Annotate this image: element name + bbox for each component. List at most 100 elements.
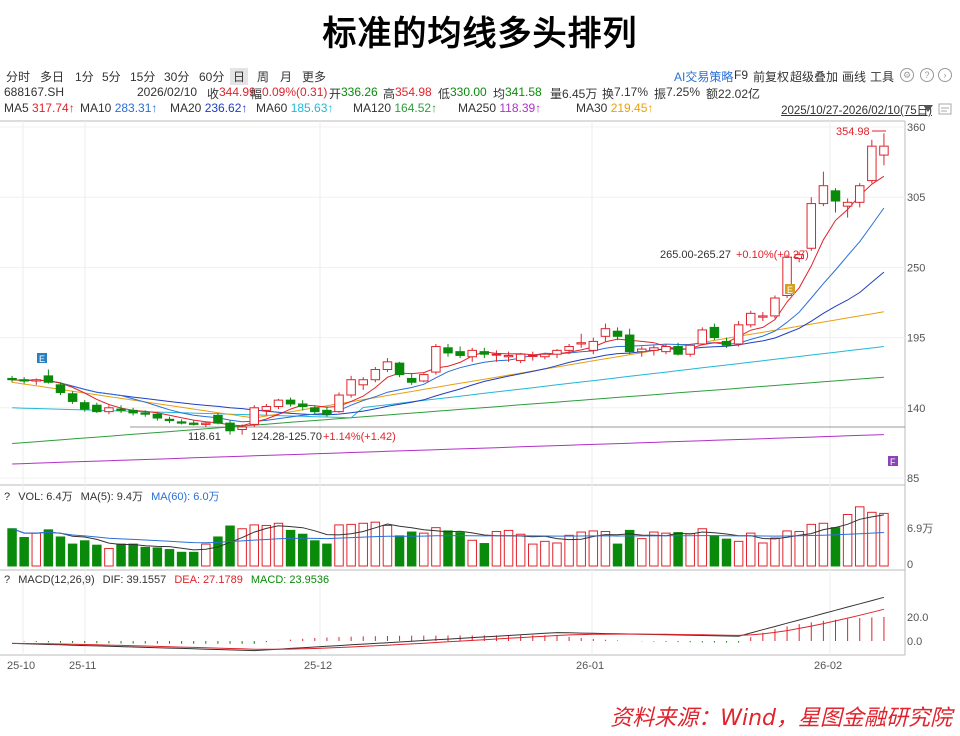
range-annotation-1-pct: +1.14%(+1.42) <box>323 431 396 443</box>
period-tab-1[interactable]: 多日 <box>40 70 65 84</box>
volume-bar <box>261 524 272 567</box>
volume-bar <box>455 532 465 567</box>
low-label: 低 <box>438 87 451 101</box>
period-tab-6[interactable]: 60分 <box>199 70 225 84</box>
candle-body <box>854 185 865 203</box>
event-marker-e-text: E <box>39 354 45 364</box>
candle-body <box>213 414 223 424</box>
volume-bar <box>310 540 320 567</box>
price-tick-label: 195 <box>907 333 925 345</box>
chevron-right-icon[interactable]: › <box>938 68 952 82</box>
vol-label: 量 <box>550 87 563 101</box>
candle-body <box>128 409 138 414</box>
toolbar-item-5[interactable]: 工具 <box>870 70 895 84</box>
volume-bar <box>794 530 804 567</box>
candle-body <box>346 379 356 396</box>
gear-icon[interactable]: ⚙ <box>900 68 914 82</box>
period-tab-8[interactable]: 周 <box>257 70 270 84</box>
price-tick-label: 360 <box>907 122 925 134</box>
toolbar-item-3[interactable]: 超级叠加 <box>790 70 839 84</box>
ma-legend-value: 185.63↑ <box>290 101 334 115</box>
price-tick-label: 140 <box>907 403 925 415</box>
candle-body <box>479 351 490 355</box>
volume-bar <box>92 544 102 567</box>
volume-bar <box>721 538 732 567</box>
help-icon[interactable]: ? <box>4 491 11 503</box>
toolbar-item-1[interactable]: F9 <box>734 68 749 82</box>
period-tab-9[interactable]: 月 <box>280 70 293 84</box>
volume-bar <box>19 537 29 567</box>
volume-bar <box>624 529 635 567</box>
ma-legend-label: MA10 <box>80 101 115 115</box>
candle-body <box>624 334 635 353</box>
period-tab-4[interactable]: 15分 <box>130 70 156 84</box>
period-tab-7[interactable]: 日 <box>230 68 249 85</box>
macd-value: MACD: 23.9536 <box>250 574 330 586</box>
candle-body <box>721 340 732 346</box>
high-value: 354.98 <box>395 85 432 99</box>
toolbar-item-4[interactable]: 画线 <box>842 70 867 84</box>
candle-body <box>770 297 780 317</box>
settings-small-icon[interactable] <box>938 103 952 115</box>
volume-bar <box>685 533 695 567</box>
volume-bar <box>673 532 683 567</box>
vol-tick-label: 6.9万 <box>907 523 933 535</box>
toolbar: 分时 多日 1分 5分 15分 30分 60分日周月更多 AI交易策略 F9 前复权 超级叠加 画线工… <box>0 66 960 86</box>
volume-bar <box>733 540 744 567</box>
candle-body <box>370 369 381 381</box>
candle-body <box>31 379 42 382</box>
candle-body <box>649 347 659 351</box>
volume-bar <box>237 528 247 567</box>
volume-bar <box>297 533 308 567</box>
volume-bar <box>67 543 78 567</box>
change-value: 0.09%(0.31) <box>262 85 328 99</box>
high-price-label: 354.98 <box>836 126 870 138</box>
avg-value: 341.58 <box>505 85 542 99</box>
volume-bar <box>273 522 284 567</box>
volume-bar <box>697 528 708 567</box>
volume-bar <box>116 543 126 567</box>
help-icon[interactable]: ? <box>920 68 934 82</box>
candle-body <box>455 351 465 356</box>
date-tick-label: 25-10 <box>7 660 35 672</box>
volume-bar <box>140 546 150 567</box>
macd-params: MACD(12,26,9) <box>18 574 95 586</box>
volume-bar <box>213 536 223 567</box>
period-tab-0[interactable]: 分时 <box>6 70 31 84</box>
period-tab-10[interactable]: 更多 <box>302 70 327 84</box>
volume-bar <box>43 529 54 567</box>
volume-bar <box>528 543 538 567</box>
vol-tick-label: 0 <box>907 559 913 571</box>
candle-body <box>104 407 114 413</box>
open-value: 336.26 <box>341 85 378 99</box>
candle-body <box>201 422 211 425</box>
candle-body <box>116 408 126 411</box>
volume-bar <box>285 529 296 567</box>
ma60-line <box>12 346 884 419</box>
period-tab-5[interactable]: 30分 <box>164 70 190 84</box>
range-annotation-1: 124.28-125.70 <box>251 431 322 443</box>
candle-body <box>806 203 817 249</box>
candle-body <box>310 407 320 413</box>
volume-bar <box>152 547 163 567</box>
candle-body <box>588 340 599 351</box>
volume-bar <box>637 538 647 567</box>
period-tab-3[interactable]: 5分 <box>102 70 121 84</box>
period-tab-2[interactable]: 1分 <box>75 70 94 84</box>
help-icon[interactable]: ? <box>4 574 11 586</box>
volume-bar <box>334 524 344 567</box>
toolbar-item-0[interactable]: AI交易策略 <box>674 70 734 84</box>
ma30-line <box>12 311 884 419</box>
candle-body <box>92 404 102 413</box>
close-value: 344.99 <box>219 85 256 99</box>
volume-bar <box>443 530 453 567</box>
volume-bar <box>552 542 562 567</box>
turnover-value: 7.17% <box>614 85 649 99</box>
candle-body <box>322 409 332 415</box>
caret-down-icon[interactable] <box>922 103 934 113</box>
date-range-selector[interactable]: 2025/10/27-2026/02/10(75日) <box>781 105 932 117</box>
toolbar-item-2[interactable]: 前复权 <box>753 70 790 84</box>
candle-body <box>140 412 150 415</box>
ma120-line <box>12 376 884 444</box>
